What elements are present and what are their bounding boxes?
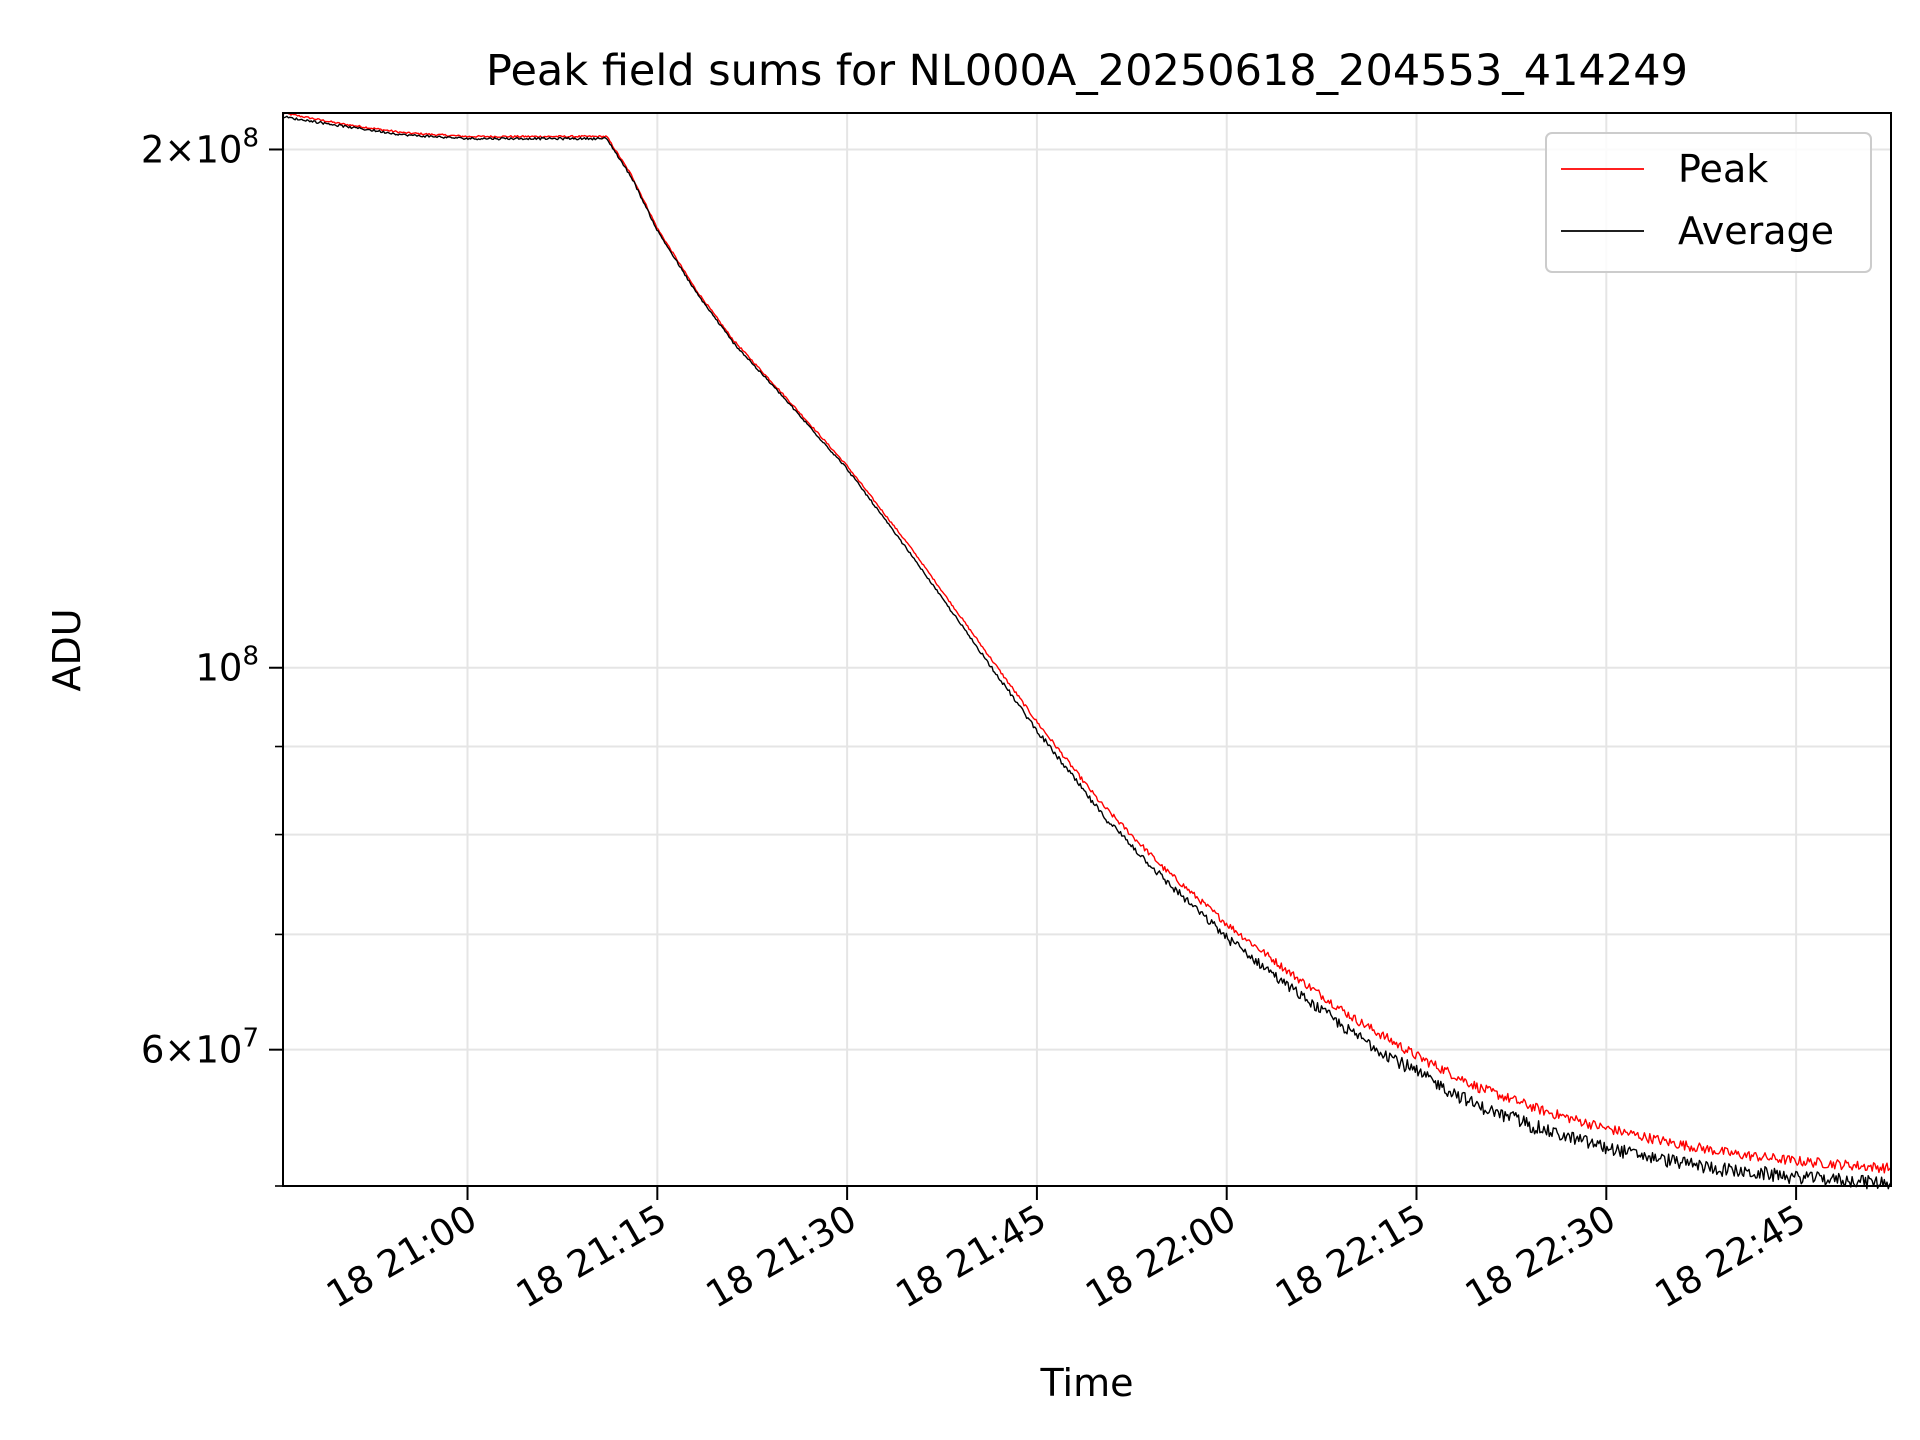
y-axis-label: ADU [45, 608, 89, 691]
series-line-peak [282, 112, 1892, 1174]
legend: Peak Average [1545, 132, 1872, 273]
legend-label-peak: Peak [1678, 147, 1768, 191]
legend-label-average: Average [1678, 209, 1834, 253]
series-layer [282, 112, 1892, 1190]
x-axis-label: Time [1040, 1361, 1134, 1405]
y-tick-label: 2×108 [141, 123, 259, 171]
y-tick-label: 6×107 [141, 1024, 259, 1072]
chart-title: Peak field sums for NL000A_20250618_2045… [486, 46, 1688, 96]
series-line-average [282, 115, 1892, 1190]
grid [283, 113, 1891, 1186]
legend-box [1545, 132, 1872, 273]
plot-frame [282, 112, 1892, 1187]
